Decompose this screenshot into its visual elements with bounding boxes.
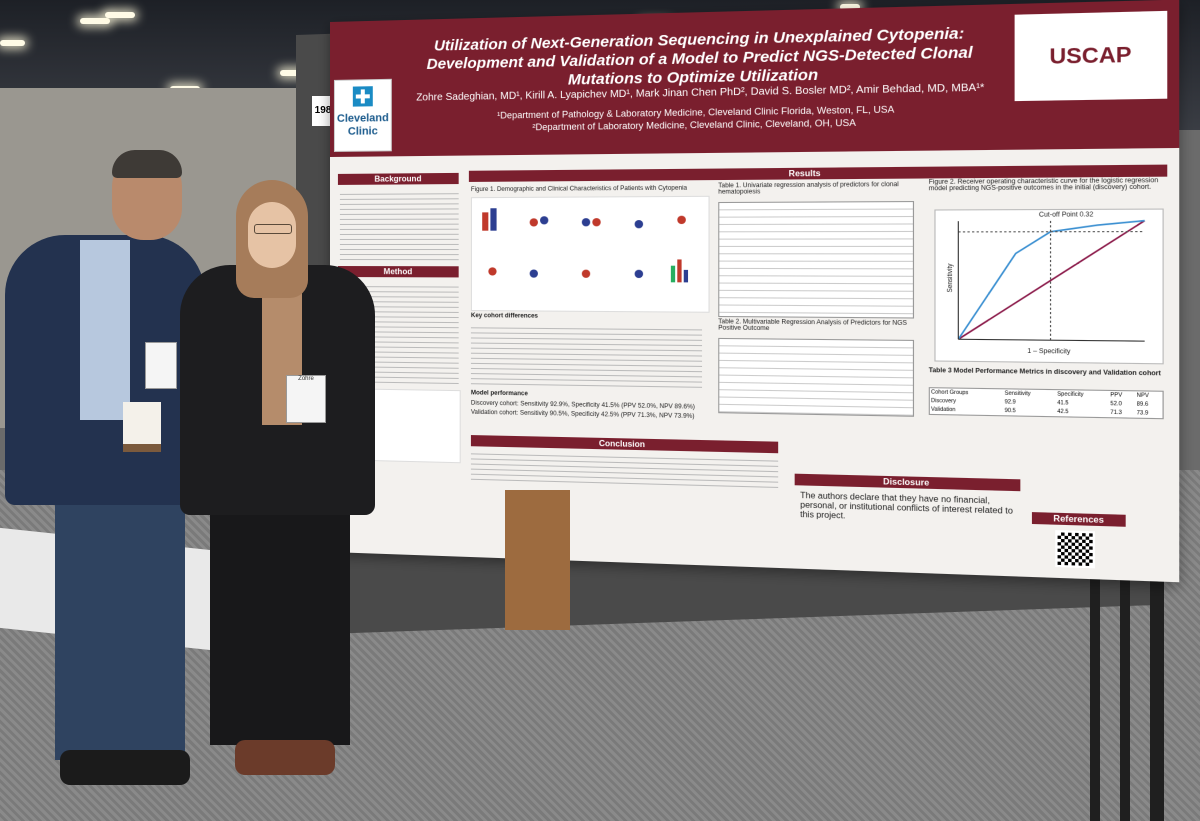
model-performance-title: Model performance <box>470 390 528 398</box>
cross-icon <box>352 86 373 107</box>
board-number: 198 <box>312 96 334 126</box>
poster-header: Cleveland Clinic Utilization of Next-Gen… <box>330 0 1180 157</box>
table3-caption: Table 3 Model Performance Metrics in dis… <box>928 367 1161 378</box>
references-heading: References <box>1031 512 1126 527</box>
ceiling-light <box>105 12 135 18</box>
roc-cutoff-label: Cut-off Point 0.32 <box>1038 212 1094 219</box>
coffee-cup <box>123 402 161 452</box>
background-heading: Background <box>337 172 459 185</box>
table1-caption: Table 1. Univariate regression analysis … <box>718 181 899 196</box>
table2-caption: Table 2. Multivariable Regression Analys… <box>718 319 907 333</box>
background-text <box>339 189 459 261</box>
man-shoes <box>60 750 190 785</box>
figure2-caption: Figure 2. Receiver operating characteris… <box>928 177 1159 193</box>
man-name-badge <box>145 342 177 389</box>
disclosure-heading: Disclosure <box>794 473 1021 492</box>
roc-y-label: Sensitivity <box>947 263 955 293</box>
woman-name-badge: Zohre <box>286 375 326 423</box>
figure1-charts <box>470 195 710 313</box>
conclusion-text <box>470 449 779 488</box>
table1 <box>718 201 915 319</box>
table-cell: 71.3 <box>1110 409 1122 417</box>
woman-trousers <box>210 505 350 745</box>
ceiling-light <box>80 18 110 24</box>
man-hair <box>112 150 182 178</box>
background-person-legs <box>505 490 570 630</box>
figure1-mini-plots <box>482 208 689 283</box>
table-cell: 73.9 <box>1136 410 1149 417</box>
validation-cohort-text: Validation cohort: Sensitivity 90.5%, Sp… <box>470 409 695 421</box>
figure1-caption: Figure 1. Demographic and Clinical Chara… <box>470 185 688 194</box>
table-cell: 52.0 <box>1110 400 1122 408</box>
logo-text: Cleveland Clinic <box>336 112 389 138</box>
roc-x-axis <box>958 339 1144 341</box>
table2 <box>718 337 915 417</box>
roc-chart: Cut-off Point 0.32 1 – Specificity Sensi… <box>934 208 1164 365</box>
table3: Cohort Groups Sensitivity Specificity PP… <box>928 387 1164 420</box>
roc-curve-svg <box>936 210 1163 364</box>
cleveland-clinic-logo: Cleveland Clinic <box>333 78 392 152</box>
uscap-logo: USCAP <box>1014 10 1168 102</box>
ceiling-light <box>840 4 860 10</box>
qr-code <box>1055 530 1096 569</box>
key-differences-text <box>470 323 703 388</box>
glasses <box>254 224 292 234</box>
board-stand-leg <box>1090 560 1100 821</box>
roc-x-label: 1 – Specificity <box>1027 348 1071 356</box>
key-differences-title: Key cohort differences <box>470 313 538 320</box>
woman-shoes <box>235 740 335 775</box>
table-header: NPV <box>1136 392 1149 400</box>
disclosure-text: The authors declare that they have no fi… <box>800 490 1013 521</box>
woman-face <box>248 202 296 268</box>
table-cell: Validation <box>931 406 956 414</box>
table-cell: 90.5 <box>1004 407 1016 415</box>
research-poster: Cleveland Clinic Utilization of Next-Gen… <box>330 0 1180 583</box>
man-shirt <box>80 240 130 420</box>
table-header: PPV <box>1110 392 1123 399</box>
roc-diagonal <box>958 221 1144 341</box>
poster-affiliations: ¹Department of Pathology & Laboratory Me… <box>400 101 1003 135</box>
man-jeans <box>55 500 185 760</box>
ceiling-light <box>0 40 25 46</box>
poster-title: Utilization of Next-Generation Sequencin… <box>426 24 973 89</box>
table-cell: 42.5 <box>1057 408 1069 416</box>
